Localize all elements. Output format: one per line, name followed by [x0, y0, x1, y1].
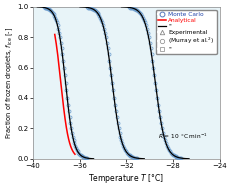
Legend: Monte Carlo, Analytical, ", Experimental, (Murray et al.$^2$), ": Monte Carlo, Analytical, ", Experimental… — [156, 10, 217, 54]
X-axis label: Temperature $T$ [°C]: Temperature $T$ [°C] — [88, 172, 164, 185]
Y-axis label: Fraction of frozen droplets, $f_{\rm ice}$ [-]: Fraction of frozen droplets, $f_{\rm ice… — [4, 27, 15, 139]
Text: $R$ = 10 °C min$^{-1}$: $R$ = 10 °C min$^{-1}$ — [158, 131, 208, 141]
